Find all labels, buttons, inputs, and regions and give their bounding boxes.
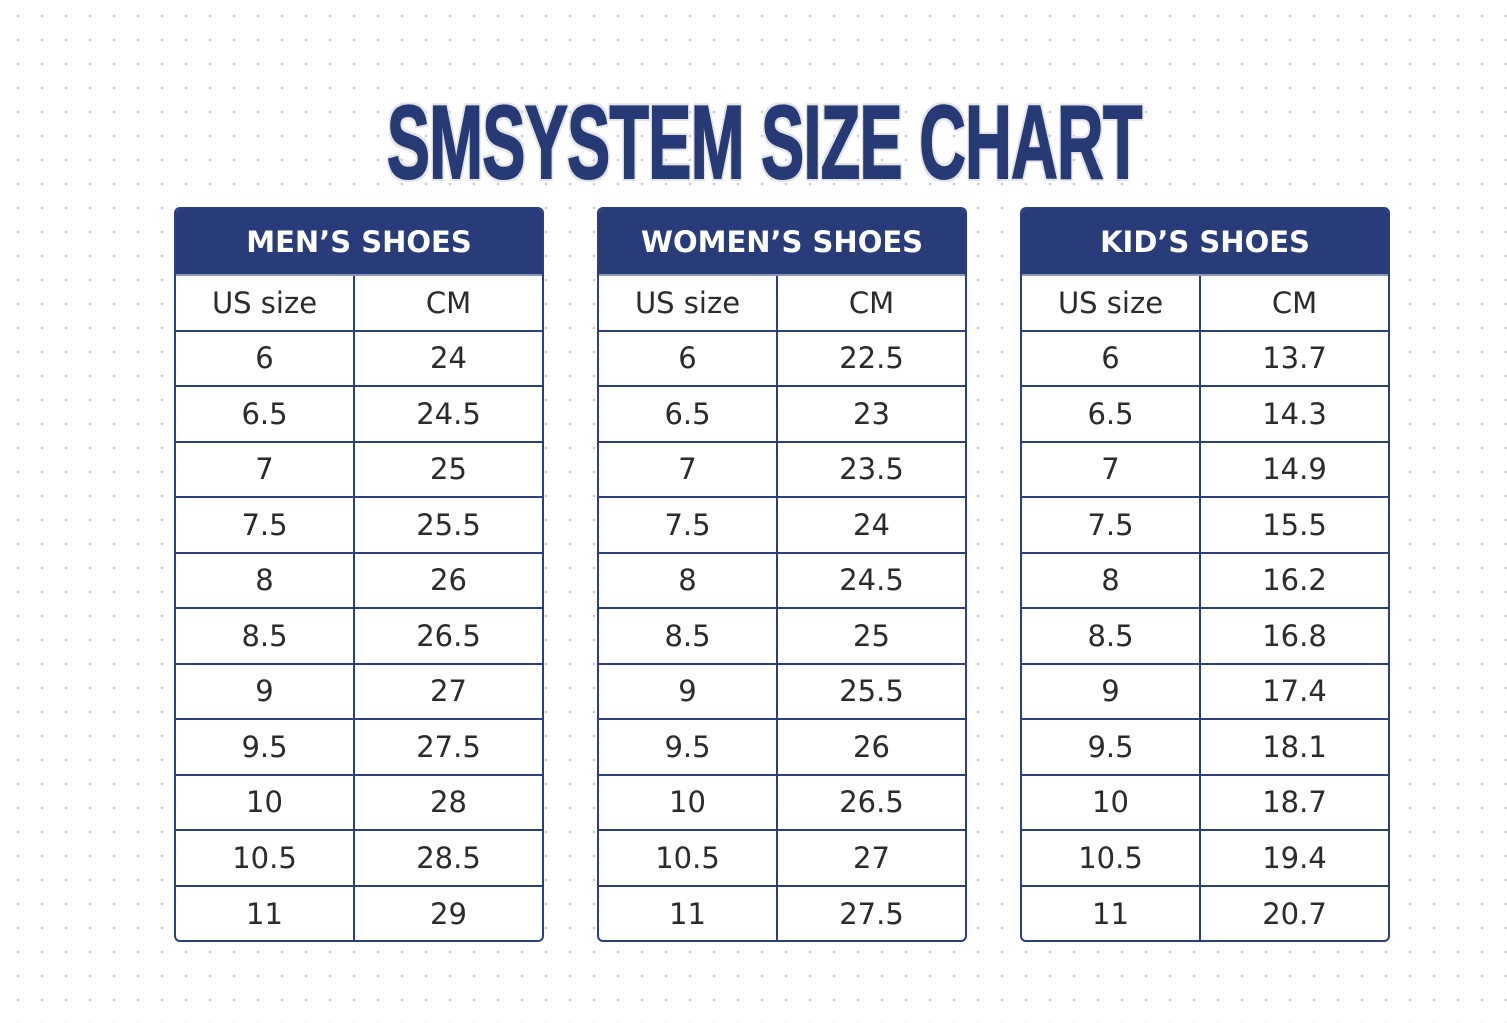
us-size-cell: 6 [176,331,355,387]
cm-cell: 27 [778,831,965,887]
us-size-cell: 8 [599,553,778,609]
us-size-cell: 7 [599,442,778,498]
cm-cell: 24.5 [355,387,542,443]
cm-cell: 27.5 [839,897,904,932]
cm-cell: 27.5 [355,720,542,776]
cm-cell: 29 [430,897,467,932]
us-size-cell: 10 [599,775,778,831]
us-size-cell: 10.5 [176,831,355,887]
cm-cell: 27 [355,665,542,720]
us-size-cell: 11 [599,886,778,940]
cm-cell: 18.1 [1201,720,1388,776]
cm-cell: 28 [355,776,542,831]
cm-cell: 25.5 [778,665,965,720]
cm-cell: 23.5 [778,443,965,498]
us-size-cell: 7 [1022,442,1201,498]
us-size-cell: 6 [1022,331,1201,387]
us-size-cell: 7.5 [176,498,355,554]
us-size-cell: 11 [176,886,355,940]
table-header: KID’S SHOES [1022,209,1388,276]
us-size-cell: 9.5 [1022,720,1201,776]
table-body: US size CM 6 13.7 6.5 14.3 7 14.9 7.5 15.5 8 16.2 8.… [1022,276,1388,940]
cm-cell: 16.2 [1201,554,1388,609]
cm-cell: 14.9 [1201,443,1388,498]
cm-cell: 25 [355,443,542,498]
us-size-cell: 7.5 [599,498,778,554]
us-size-cell: 8 [176,553,355,609]
us-size-cell: 8.5 [1022,609,1201,665]
cm-cell: 25.5 [355,498,542,554]
cm-cell: 18.7 [1201,776,1388,831]
us-size-cell: 6.5 [1022,387,1201,443]
cm-cell: 24.5 [778,554,965,609]
cm-cell: 26.5 [355,609,542,665]
us-size-cell: 8 [1022,553,1201,609]
cm-cell: 25 [778,609,965,665]
cm-cell: 26 [355,554,542,609]
us-size-cell: 7.5 [1022,498,1201,554]
us-size-cell: 9.5 [599,720,778,776]
cm-cell: 24 [778,498,965,554]
table-header: MEN’S SHOES [176,209,542,276]
us-size-cell: 10.5 [1022,831,1201,887]
cm-cell: 26 [778,720,965,776]
us-size-cell: 10 [1022,775,1201,831]
column-header-us-size: US size [1022,276,1201,332]
column-header-cm: CM [1201,276,1388,332]
cm-cell: 16.8 [1201,609,1388,665]
cm-cell: 23 [778,387,965,443]
cm-cell: 24 [355,332,542,387]
column-header-us-size: US size [599,276,778,332]
cm-cell: 13.7 [1201,332,1388,387]
cm-cell: 26.5 [778,776,965,831]
us-size-cell: 10.5 [599,831,778,887]
us-size-cell: 9 [176,664,355,720]
us-size-cell: 8.5 [176,609,355,665]
column-header-cm: CM [778,276,965,332]
us-size-cell: 9.5 [176,720,355,776]
us-size-cell: 6 [599,331,778,387]
column-header-us-size: US size [176,276,355,332]
cm-cell: 20.7 [1262,897,1327,932]
cm-cell: 22.5 [778,332,965,387]
cm-cell: 15.5 [1201,498,1388,554]
column-header-cm: CM [355,276,542,332]
us-size-cell: 6.5 [599,387,778,443]
kids-shoes-table: KID’S SHOES US size CM 6 13.7 6.5 14.3 7 14.9 7.… [1020,207,1390,942]
cm-cell: 19.4 [1201,831,1388,887]
table-body: US size CM 6 22.5 6.5 23 7 23.5 7.5 24 8 24.5 8.5 25 9… [599,276,965,940]
mens-shoes-table: MEN’S SHOES US size CM 6 24 6.5 24.5 7 25 7.5 25.… [174,207,544,942]
cm-cell: 17.4 [1201,665,1388,720]
us-size-cell: 10 [176,775,355,831]
us-size-cell: 9 [1022,664,1201,720]
us-size-cell: 9 [599,664,778,720]
us-size-cell: 11 [1022,886,1201,940]
us-size-cell: 8.5 [599,609,778,665]
womens-shoes-table: WOMEN’S SHOES US size CM 6 22.5 6.5 23 7 23.5 7.… [597,207,967,942]
cm-cell: 14.3 [1201,387,1388,443]
cm-cell: 28.5 [355,831,542,887]
us-size-cell: 6.5 [176,387,355,443]
table-body: US size CM 6 24 6.5 24.5 7 25 7.5 25.5 8 26 8.5 26.5 9… [176,276,542,940]
us-size-cell: 7 [176,442,355,498]
page-title: SMSYSTEM SIZE CHART [386,85,1143,201]
table-header: WOMEN’S SHOES [599,209,965,276]
